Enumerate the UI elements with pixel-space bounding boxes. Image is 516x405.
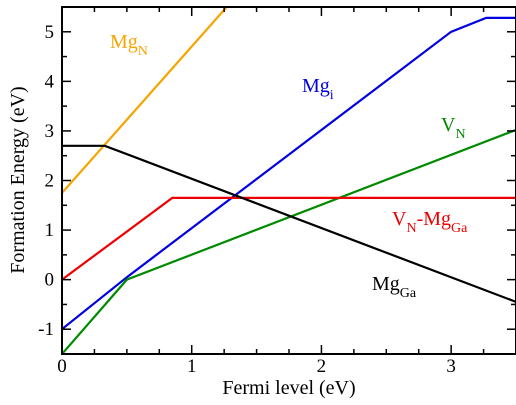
series-line-2: [62, 128, 516, 354]
x-tick-label: 1: [187, 356, 197, 377]
series-line-3: [62, 196, 516, 281]
x-tick-label: 2: [317, 356, 327, 377]
label-v-n: VN: [441, 114, 466, 142]
y-axis-title: Formation Energy (eV): [7, 86, 29, 273]
y-tick-label: 3: [45, 121, 55, 142]
label-mg-n: MgN: [110, 31, 148, 59]
label-mg-i: Mgi: [302, 75, 334, 103]
x-axis-title: Fermi level (eV): [222, 377, 355, 399]
series-line-0: [62, 7, 228, 194]
label-vn-mgga: VN-MgGa: [392, 208, 468, 236]
series-line-1: [62, 16, 516, 331]
y-tick-label: -1: [38, 319, 54, 340]
y-tick-label: 2: [45, 171, 55, 192]
x-tick-label: 3: [446, 356, 456, 377]
series-line-4: [62, 144, 516, 303]
y-tick-label: 4: [45, 71, 55, 92]
axis-ticks: [61, 6, 516, 355]
label-mg-ga: MgGa: [372, 273, 417, 301]
y-tick-label: 5: [45, 22, 55, 43]
series-layer: [62, 7, 516, 354]
x-tick-label: 0: [57, 356, 67, 377]
y-tick-label: 0: [45, 270, 55, 291]
y-tick-label: 1: [45, 220, 55, 241]
plot-frame: [61, 6, 516, 355]
